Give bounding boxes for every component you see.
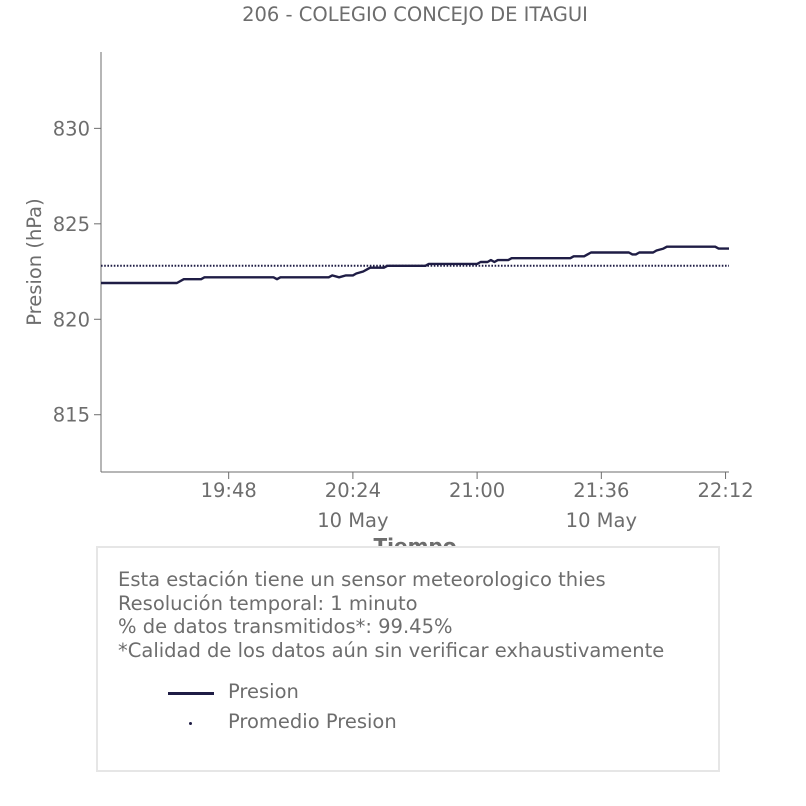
info-line-resolution: Resolución temporal: 1 minuto [118,591,418,615]
chart-title: 206 - COLEGIO CONCEJO DE ITAGUI [242,3,588,26]
legend-line-swatch [168,692,214,695]
x-tick-label: 21:36 [573,479,629,502]
y-tick-label: 825 [53,213,90,236]
legend-dot-swatch [189,722,192,725]
y-tick-label: 830 [53,117,90,140]
y-tick-label: 820 [53,308,90,331]
y-tick-label: 815 [53,404,90,427]
x-tick-label: 19:48 [201,479,257,502]
x-axis: 19:48 20:24 10 May 21:00 21:36 10 May 22:12 [201,472,754,532]
series-layer [101,245,729,285]
info-box: Esta estación tiene un sensor meteorolog… [96,546,720,772]
info-line-transmitted: % de datos transmitidos*: 99.45% [118,615,453,638]
info-text: Esta estación tiene un sensor meteorolog… [118,568,664,662]
x-tick-label: 21:00 [449,479,505,502]
legend-label: Promedio Presion [228,710,397,733]
x-tick-label: 22:12 [697,479,753,502]
y-axis-label: Presion (hPa) [23,198,46,325]
x-tick-label: 20:24 [325,479,381,502]
info-line-quality-note: *Calidad de los datos aún sin verificar … [118,638,665,662]
x-tick-date-label: 10 May [566,509,637,532]
presion-series-line [101,245,729,285]
x-tick-date-label: 10 May [317,509,388,532]
info-line-sensor: Esta estación tiene un sensor meteorolog… [118,568,606,591]
legend-label: Presion [228,680,299,703]
pressure-chart: 206 - COLEGIO CONCEJO DE ITAGUI 815 820 82… [23,3,754,550]
y-axis: 815 820 825 830 [53,117,101,427]
